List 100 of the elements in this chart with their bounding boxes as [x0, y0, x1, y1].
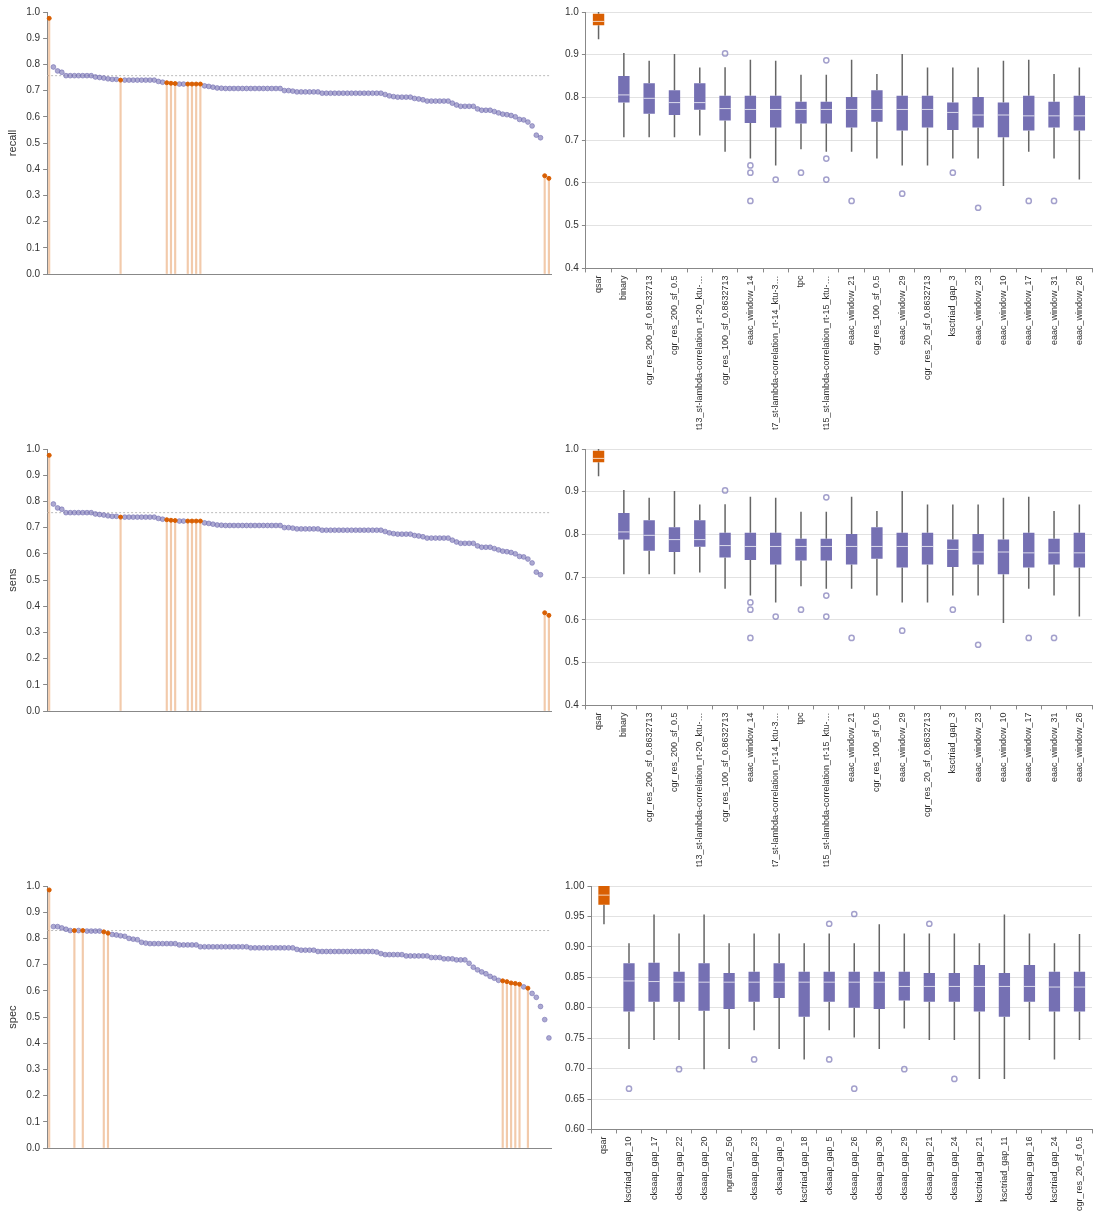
x-tick-label: cgr_res_200_sf_0.8632713 — [643, 712, 654, 823]
x-tick-label: cgr_res_200_sf_0.5 — [668, 712, 679, 792]
y-tick-label: 0.70 — [564, 1062, 585, 1074]
x-tick-label: cgr_res_100_sf_0.5 — [871, 275, 882, 355]
y-tick-label: 0.3 — [26, 189, 41, 201]
x-tick-label: cksaap_gap_24 — [948, 1136, 959, 1201]
x-tick-label: ngram_a2_50 — [723, 1136, 734, 1192]
x-tick-label: eaac_window_31 — [1048, 712, 1059, 782]
x-tick-label: ksctriad_gap_11 — [998, 1136, 1009, 1202]
x-tick-label: cgr_res_20_sf_0.5 — [1073, 1136, 1084, 1212]
y-tick-label: 0.4 — [26, 599, 41, 611]
y-tick-label: 0.8 — [565, 528, 580, 540]
y-tick-label: 0.7 — [26, 521, 41, 533]
x-tick-label: cksaap_gap_30 — [873, 1136, 884, 1201]
x-tick-label: eaac_window_10 — [997, 712, 1008, 782]
x-tick-label: ksctriad_gap_3 — [947, 712, 958, 774]
x-tick-label: eaac_window_14 — [744, 275, 755, 345]
y-tick-label: 0.6 — [26, 547, 41, 559]
x-tick-label: eaac_window_10 — [997, 275, 1008, 345]
x-tick-label: cksaap_gap_9 — [773, 1136, 784, 1196]
y-tick-label: 0.80 — [564, 1001, 585, 1013]
x-tick-label: cgr_res_100_sf_0.5 — [871, 712, 882, 792]
x-tick-label: cgr_res_200_sf_0.5 — [668, 275, 679, 355]
y-tick-label: 0.85 — [564, 971, 585, 983]
x-tick-label: cksaap_gap_21 — [923, 1136, 934, 1201]
y-tick-label: 0.0 — [26, 704, 41, 716]
y-tick-label: 1.00 — [564, 879, 585, 891]
y-tick-label: 0.1 — [26, 678, 41, 690]
y-tick-label: 0.9 — [565, 485, 580, 497]
y-tick-label: 0.7 — [26, 84, 41, 96]
y-tick-label: 0.6 — [565, 176, 580, 188]
y-tick-label: 1.0 — [26, 442, 41, 454]
y-tick-label: 0.0 — [26, 1141, 41, 1153]
x-tick-label: cksaap_gap_22 — [673, 1136, 684, 1201]
y-tick-label: 0.6 — [26, 984, 41, 996]
x-tick-label: cksaap_gap_26 — [848, 1136, 859, 1201]
x-tick-label: eaac_window_29 — [896, 275, 907, 345]
y-tick-label: 0.6 — [565, 613, 580, 625]
y-tick-label: 0.9 — [565, 48, 580, 60]
x-tick-label: eaac_window_26 — [1073, 275, 1084, 345]
y-tick-label: 0.65 — [564, 1092, 585, 1104]
x-tick-label: ksctriad_gap_10 — [623, 1136, 634, 1203]
y-tick-label: 0.5 — [26, 573, 41, 585]
x-tick-label: t7_st-lambda-correlation_rt-14_ktu-3… — [770, 712, 781, 868]
x-tick-label: qsar — [593, 275, 604, 293]
x-tick-label: binary — [618, 274, 629, 300]
x-tick-label: t15_st-lambda-correlation_rt-15_ktu-… — [820, 712, 831, 868]
x-tick-label: tpc — [795, 274, 806, 288]
x-tick-label: eaac_window_21 — [846, 275, 857, 345]
x-tick-label: t13_st-lambda-correlation_rt-20_ktu-… — [694, 275, 705, 431]
y-tick-label: 0.6 — [26, 110, 41, 122]
x-tick-label: eaac_window_31 — [1048, 275, 1059, 345]
y-tick-label: 0.9 — [26, 468, 41, 480]
x-tick-label: eaac_window_26 — [1073, 712, 1084, 782]
x-tick-label: cksaap_gap_20 — [698, 1136, 709, 1201]
y-tick-label: 1.0 — [26, 5, 41, 17]
x-tick-label: t7_st-lambda-correlation_rt-14_ktu-3… — [770, 275, 781, 431]
y-tick-label: 0.4 — [26, 1036, 41, 1048]
y-tick-label: 0.5 — [565, 219, 580, 231]
y-tick-label: 0.2 — [26, 1089, 41, 1101]
x-tick-label: cgr_res_100_sf_0.8632713 — [719, 712, 730, 823]
y-tick-label: 0.7 — [565, 133, 580, 145]
x-tick-label: ksctriad_gap_3 — [947, 275, 958, 337]
x-tick-label: eaac_window_23 — [972, 275, 983, 345]
y-tick-label: 0.2 — [26, 652, 41, 664]
y-tick-label: 0.9 — [26, 31, 41, 43]
y-axis-title: recall — [5, 129, 18, 157]
y-tick-label: 0.60 — [564, 1123, 585, 1135]
y-tick-label: 0.9 — [26, 905, 41, 917]
y-tick-label: 0.75 — [564, 1031, 585, 1043]
x-tick-label: cksaap_gap_29 — [898, 1136, 909, 1201]
y-tick-label: 0.7 — [26, 958, 41, 970]
x-tick-label: binary — [618, 711, 629, 737]
y-tick-label: 1.0 — [565, 442, 580, 454]
y-tick-label: 0.8 — [565, 91, 580, 103]
x-tick-label: t15_st-lambda-correlation_rt-15_ktu-… — [820, 275, 831, 431]
x-tick-label: cksaap_gap_17 — [648, 1136, 659, 1201]
x-tick-label: eaac_window_23 — [972, 712, 983, 782]
y-tick-label: 0.8 — [26, 58, 41, 70]
x-tick-label: cksaap_gap_23 — [748, 1136, 759, 1201]
y-tick-label: 0.7 — [565, 570, 580, 582]
y-tick-label: 0.8 — [26, 495, 41, 507]
x-tick-label: ksctriad_gap_24 — [1048, 1136, 1059, 1203]
x-tick-label: eaac_window_14 — [744, 712, 755, 782]
y-tick-label: 0.5 — [26, 1010, 41, 1022]
x-tick-label: ksctriad_gap_18 — [798, 1136, 809, 1203]
y-axis-title: sens — [5, 567, 18, 592]
y-tick-label: 0.4 — [565, 699, 580, 711]
y-tick-label: 0.4 — [26, 162, 41, 174]
y-tick-label: 1.0 — [565, 5, 580, 17]
y-tick-label: 1.0 — [26, 879, 41, 891]
x-tick-label: t13_st-lambda-correlation_rt-20_ktu-… — [694, 712, 705, 868]
y-tick-label: 0.1 — [26, 1115, 41, 1127]
y-tick-label: 0.3 — [26, 626, 41, 638]
x-tick-label: eaac_window_17 — [1023, 712, 1034, 782]
x-tick-label: tpc — [795, 711, 806, 725]
y-tick-label: 0.90 — [564, 940, 585, 952]
y-tick-label: 0.5 — [26, 136, 41, 148]
y-tick-label: 0.0 — [26, 267, 41, 279]
x-tick-label: qsar — [598, 1136, 609, 1154]
